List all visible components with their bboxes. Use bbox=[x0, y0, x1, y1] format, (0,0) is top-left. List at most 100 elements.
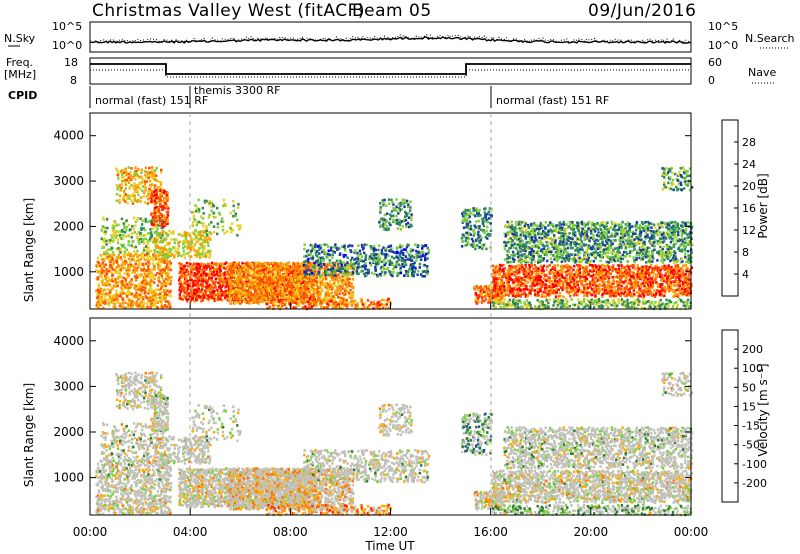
power-cell bbox=[396, 256, 399, 260]
power-cell bbox=[337, 269, 340, 273]
power-cell bbox=[321, 259, 324, 262]
power-cell bbox=[156, 272, 159, 275]
power-cell bbox=[241, 279, 244, 283]
power-cell bbox=[473, 244, 476, 248]
power-cell bbox=[406, 272, 410, 275]
power-cell bbox=[116, 187, 119, 191]
power-cell bbox=[130, 258, 134, 261]
power-cell bbox=[102, 258, 106, 261]
power-cell bbox=[155, 174, 158, 177]
power-cell bbox=[380, 270, 384, 274]
power-cell bbox=[190, 255, 193, 258]
power-cell bbox=[140, 228, 143, 232]
power-cell bbox=[128, 176, 131, 179]
power-cell bbox=[478, 241, 482, 244]
power-cell bbox=[475, 207, 478, 210]
power-cell bbox=[518, 270, 521, 274]
power-cell bbox=[122, 223, 126, 227]
power-cell bbox=[411, 248, 415, 252]
power-cell bbox=[303, 299, 306, 302]
power-cell bbox=[312, 303, 316, 307]
power-cell bbox=[558, 276, 562, 279]
power-cell bbox=[482, 243, 486, 246]
power-cell bbox=[254, 297, 257, 301]
power-cell bbox=[285, 281, 288, 284]
power-cell bbox=[208, 262, 211, 266]
power-cell bbox=[561, 275, 564, 278]
power-cell bbox=[166, 205, 169, 208]
power-cell bbox=[560, 280, 563, 283]
power-cell bbox=[194, 204, 197, 207]
power-cell bbox=[153, 281, 156, 284]
power-cell bbox=[518, 264, 522, 268]
power-cell bbox=[160, 226, 163, 230]
power-cell bbox=[201, 252, 204, 255]
power-cell bbox=[370, 256, 374, 259]
power-cell bbox=[164, 202, 167, 205]
power-cell bbox=[144, 277, 148, 281]
power-cell bbox=[400, 207, 404, 211]
power-cell bbox=[233, 261, 236, 265]
power-cell bbox=[541, 282, 544, 286]
power-cell bbox=[404, 269, 408, 273]
power-cell bbox=[464, 209, 468, 212]
power-cell bbox=[502, 274, 505, 278]
power-cell bbox=[337, 266, 341, 270]
power-cell bbox=[138, 176, 141, 179]
power-cell bbox=[289, 282, 292, 285]
power-cell bbox=[556, 280, 559, 283]
power-cell bbox=[546, 288, 549, 292]
power-cell bbox=[324, 281, 328, 285]
power-cell bbox=[487, 286, 490, 290]
power-cell bbox=[132, 186, 135, 189]
power-cell bbox=[360, 243, 364, 247]
power-cell bbox=[130, 302, 133, 306]
power-cell bbox=[131, 271, 134, 274]
power-cell bbox=[104, 302, 107, 305]
power-cell bbox=[149, 272, 152, 276]
power-cell bbox=[102, 264, 106, 267]
power-cell bbox=[162, 280, 166, 283]
power-cell bbox=[279, 299, 282, 302]
power-cell bbox=[273, 291, 277, 294]
power-cell bbox=[182, 249, 185, 253]
power-cell bbox=[408, 267, 411, 271]
power-cell bbox=[489, 293, 492, 296]
power-cell bbox=[320, 274, 323, 277]
power-cell bbox=[494, 294, 498, 297]
power-cell bbox=[134, 245, 138, 249]
power-cell bbox=[406, 258, 410, 261]
power-cell bbox=[166, 220, 169, 223]
power-cell bbox=[154, 203, 157, 206]
power-cell bbox=[199, 243, 203, 247]
power-cell bbox=[462, 220, 465, 223]
power-cell bbox=[423, 254, 426, 258]
power-cell bbox=[354, 303, 358, 307]
power-cell bbox=[297, 300, 300, 303]
power-cell bbox=[185, 297, 188, 301]
power-cell bbox=[478, 245, 482, 249]
power-cell bbox=[167, 210, 170, 214]
power-cell bbox=[132, 254, 136, 257]
power-cell bbox=[114, 268, 117, 271]
power-cell bbox=[377, 255, 380, 259]
power-cell bbox=[255, 301, 258, 304]
power-cell bbox=[153, 209, 156, 212]
power-cell bbox=[363, 251, 366, 255]
power-cell bbox=[193, 279, 196, 283]
power-cell bbox=[153, 237, 157, 240]
power-cell bbox=[158, 240, 162, 244]
power-cell bbox=[215, 262, 219, 265]
power-cell bbox=[512, 270, 516, 274]
power-cell bbox=[181, 282, 185, 285]
power-cell bbox=[186, 299, 189, 303]
power-cell bbox=[348, 277, 351, 281]
power-cell bbox=[494, 291, 498, 294]
power-cell bbox=[153, 190, 156, 193]
power-cell bbox=[295, 300, 299, 303]
power-cell bbox=[338, 287, 341, 291]
power-cell bbox=[143, 246, 146, 250]
power-cell bbox=[311, 305, 314, 308]
power-cell bbox=[338, 301, 342, 304]
power-cell bbox=[102, 259, 106, 262]
